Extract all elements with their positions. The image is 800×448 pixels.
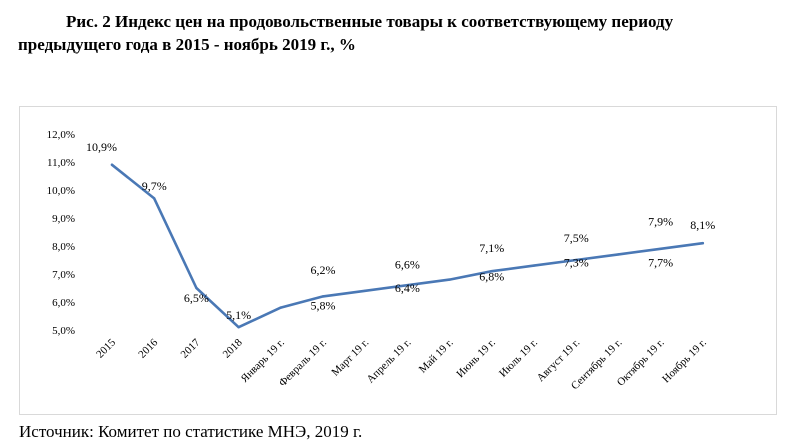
title-line-1: Рис. 2 Индекс цен на продовольственные т… <box>66 12 674 31</box>
data-point <box>575 258 578 262</box>
data-label: 8,1% <box>690 218 715 232</box>
y-tick-label: 6,0% <box>52 297 75 309</box>
x-tick-label: 2015 <box>94 336 118 360</box>
data-label: 7,7% <box>648 256 673 270</box>
chart-area: 5,0% 6,0% 7,0% 8,0% 9,0% 10,0% 11,0% 12,0% 2015 2… <box>19 106 777 415</box>
data-point <box>153 197 156 200</box>
data-point <box>701 242 704 245</box>
x-tick-label: Май 19 г. <box>417 336 456 375</box>
data-label: 7,1% <box>479 241 504 255</box>
data-point <box>321 295 325 298</box>
data-point <box>617 253 620 256</box>
data-point <box>448 278 451 281</box>
y-tick-label: 8,0% <box>52 241 75 253</box>
y-tick-label: 9,0% <box>52 213 75 225</box>
x-tick-label: Апрель 19 г. <box>365 336 414 385</box>
y-tick-label: 7,0% <box>52 269 75 281</box>
line-chart: 5,0% 6,0% 7,0% 8,0% 9,0% 10,0% 11,0% 12,0% 2015 2… <box>47 129 716 392</box>
x-tick-label: Март 19 г. <box>329 336 371 378</box>
data-label: 10,9% <box>86 140 117 154</box>
data-point <box>110 163 114 166</box>
data-label: 7,5% <box>564 231 589 245</box>
data-label: 5,1% <box>226 308 251 322</box>
data-label: 6,4% <box>395 281 420 295</box>
y-tick-label: 11,0% <box>47 157 75 169</box>
data-point <box>364 289 367 292</box>
chart-title: Рис. 2 Индекс цен на продовольственные т… <box>18 10 798 56</box>
x-tick-label: 2017 <box>178 336 202 360</box>
data-point <box>237 326 240 329</box>
data-point <box>532 264 536 267</box>
data-label: 7,3% <box>564 256 589 270</box>
data-point <box>195 286 198 290</box>
x-tick-label: Июль 19 г. <box>497 336 540 379</box>
data-label: 6,2% <box>311 263 336 277</box>
x-tick-label: 2018 <box>221 336 245 360</box>
data-point <box>279 306 282 309</box>
data-point <box>406 284 409 287</box>
data-label: 6,6% <box>395 257 420 271</box>
data-point <box>490 270 493 273</box>
y-tick-label: 12,0% <box>47 129 75 141</box>
y-tick-label: 10,0% <box>47 185 75 197</box>
data-label: 7,9% <box>648 214 673 228</box>
x-tick-label: Июнь 19 г. <box>454 336 498 380</box>
x-tick-label: 2016 <box>136 336 160 360</box>
title-line-2: предыдущего года в 2015 - ноябрь 2019 г.… <box>18 35 356 54</box>
y-tick-label: 5,0% <box>52 325 75 337</box>
data-label: 9,7% <box>142 179 167 193</box>
data-label: 6,5% <box>184 291 209 305</box>
x-tick-label: Ноябрь 19 г. <box>660 336 709 385</box>
source-note: Источник: Комитет по статистике МНЭ, 201… <box>19 422 363 441</box>
data-label: 5,8% <box>311 298 336 312</box>
data-label: 6,8% <box>479 270 504 284</box>
data-point <box>659 247 662 250</box>
